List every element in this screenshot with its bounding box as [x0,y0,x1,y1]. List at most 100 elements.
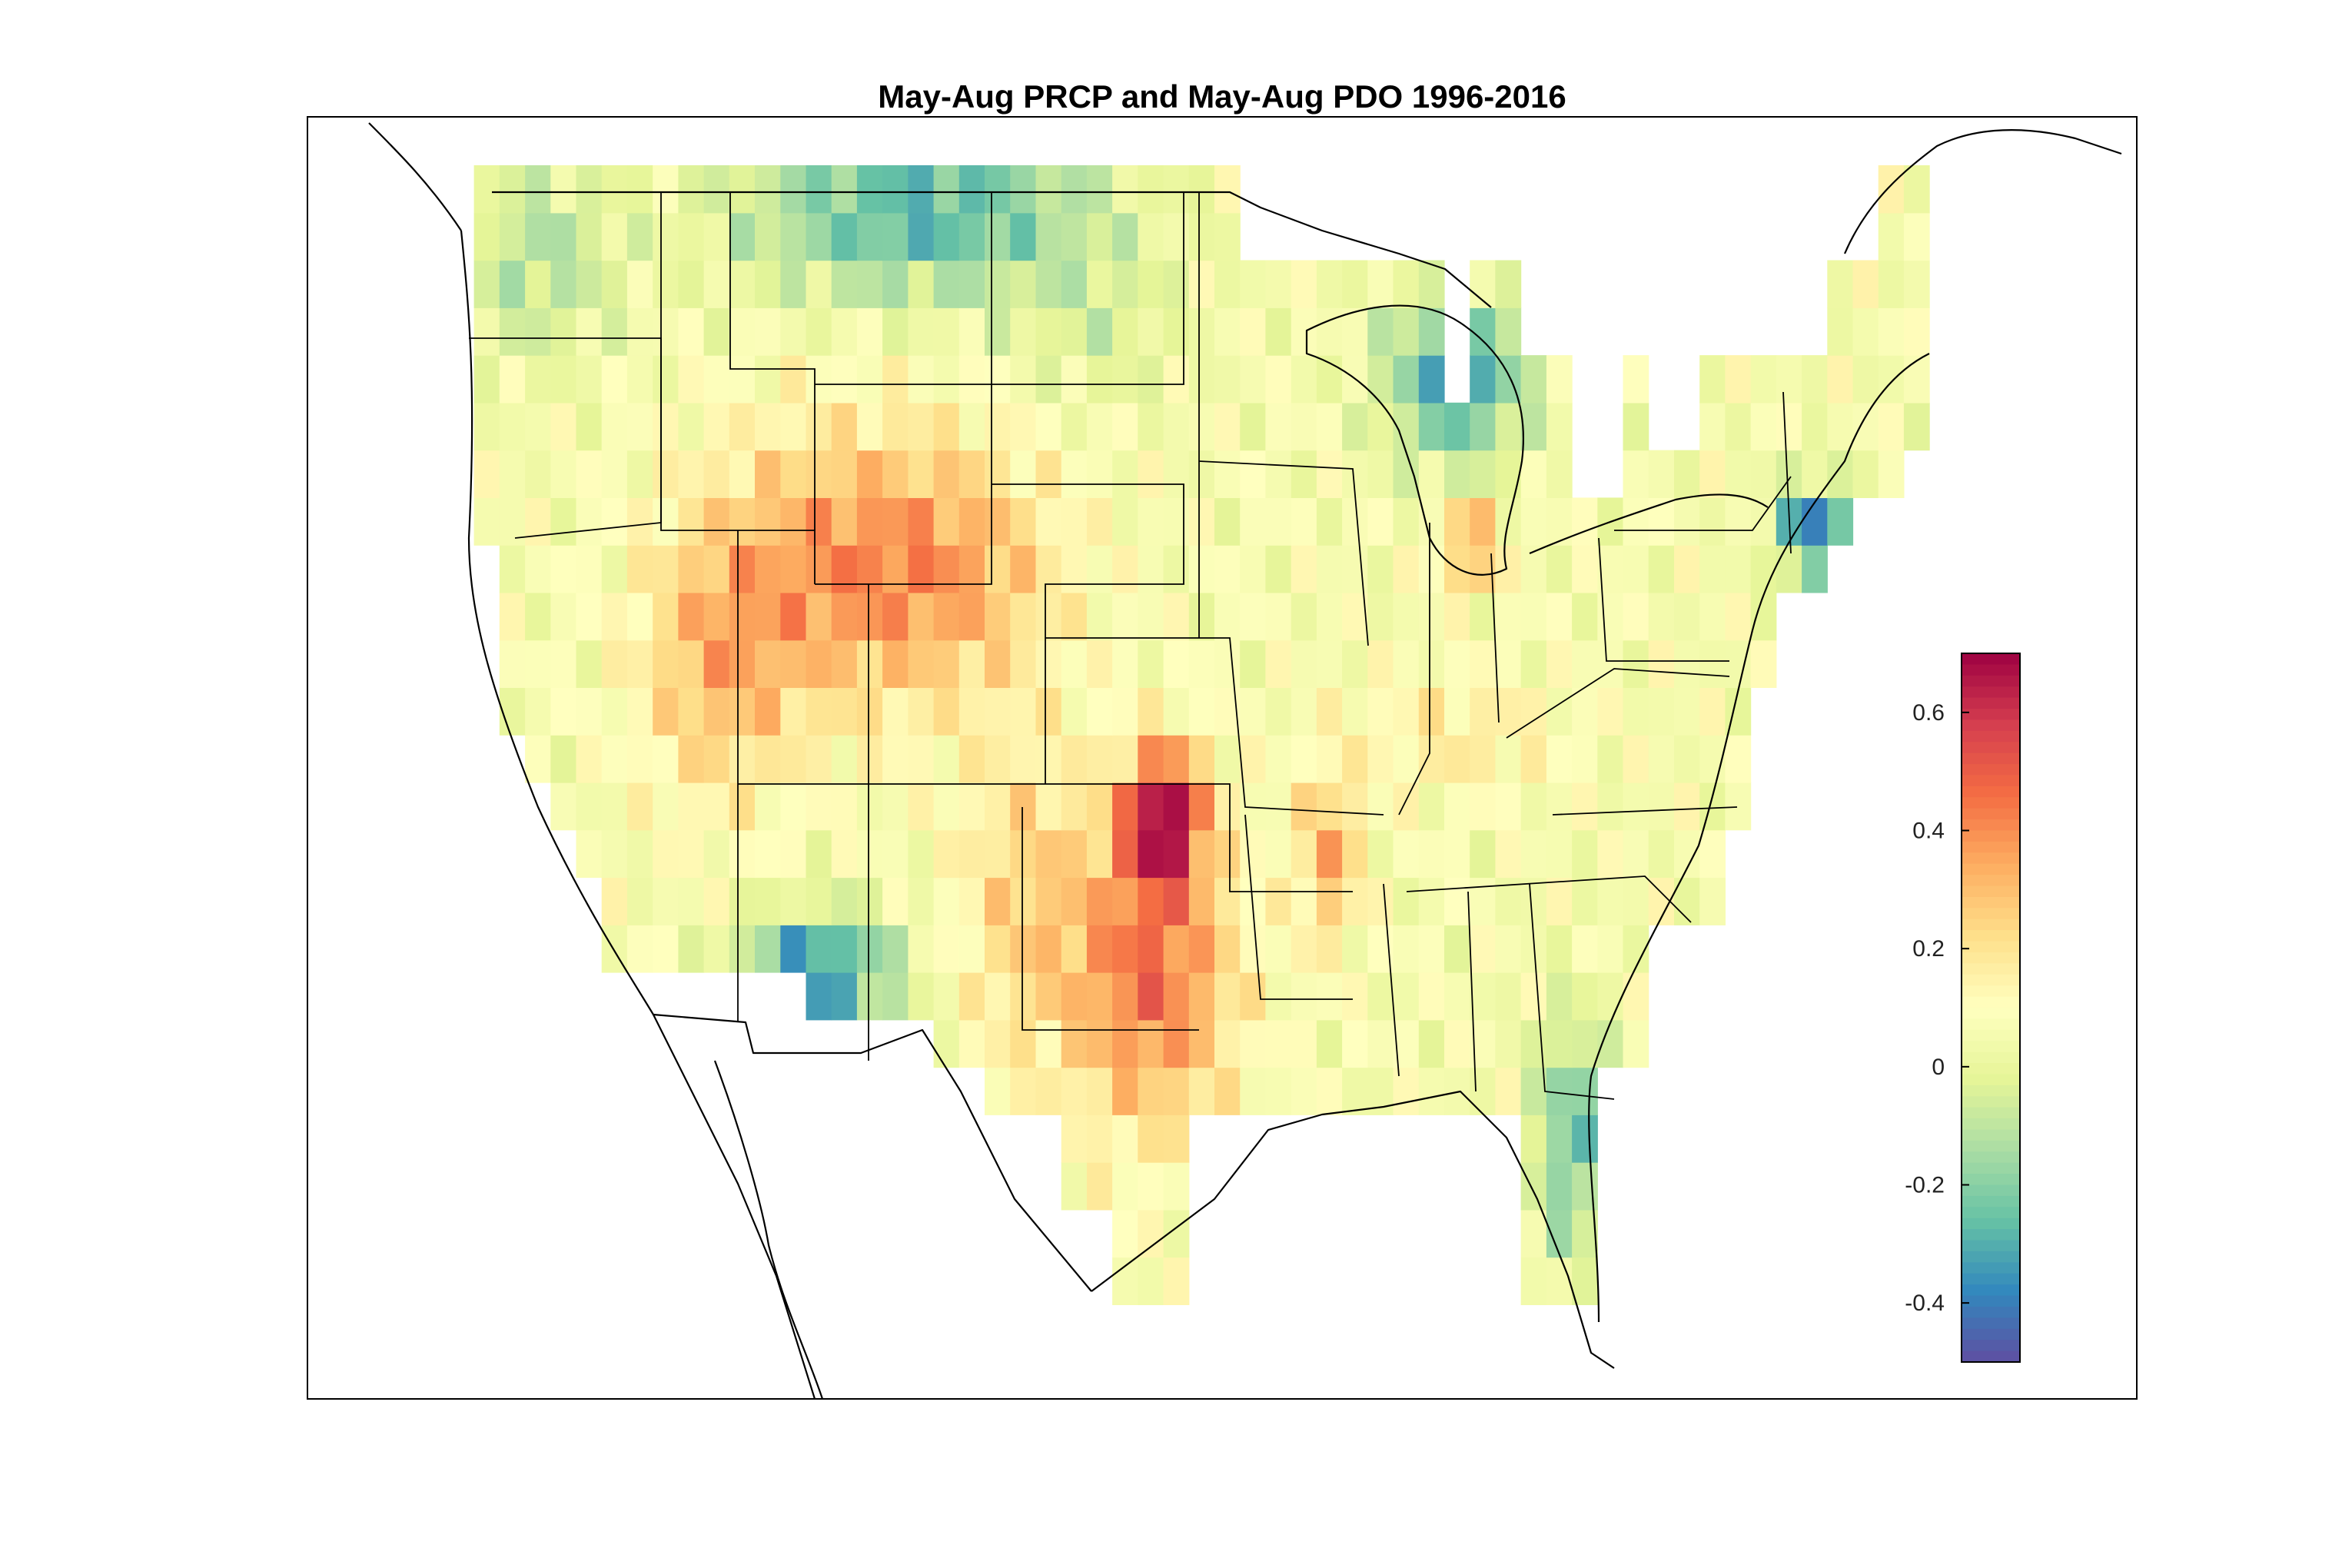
colorbar-tick-label: 0.6 [1912,700,1945,726]
heatmap-cell [1495,925,1522,973]
heatmap-cell [780,307,807,356]
heatmap-cell [1112,355,1138,404]
heatmap-cell [831,355,858,404]
heatmap-cell [1112,1162,1138,1211]
heatmap-cell [780,212,807,261]
heatmap-cell [653,545,679,593]
heatmap-cell [1546,1019,1573,1068]
heatmap-cell [1291,925,1317,973]
heatmap-cell [1903,402,1930,451]
heatmap-cell [1520,497,1547,546]
heatmap-cell [1112,829,1138,879]
heatmap-cell [755,639,781,688]
heatmap-cell [626,877,653,925]
heatmap-cell [1776,402,1802,451]
heatmap-cell [1291,545,1317,593]
heatmap-cell [933,687,960,736]
heatmap-cell [576,687,603,736]
heatmap-cell [1035,355,1062,404]
heatmap-cell [1112,1115,1138,1163]
heatmap-cell [1520,1162,1547,1211]
colorbar-tick-label: -0.2 [1905,1173,1945,1198]
heatmap-cell [576,355,603,404]
heatmap-cell [1750,639,1777,688]
heatmap-cell [1470,639,1496,688]
heatmap-cell [653,450,679,498]
colorbar-band [1962,1251,2020,1264]
heatmap-cell [1674,497,1700,546]
northeast-canada-coast [1843,129,2122,254]
heatmap-cell [1214,1019,1241,1068]
heatmap-cell [1240,260,1266,308]
heatmap-cell [831,735,858,783]
state-border-line [1782,391,1792,554]
heatmap-cell [1138,592,1164,641]
heatmap-cell [499,165,526,214]
heatmap-cell [550,497,577,546]
heatmap-cell [1214,307,1241,356]
heatmap-cell [626,782,653,831]
heatmap-cell [1035,877,1062,925]
heatmap-cell [1572,925,1598,973]
heatmap-cell [678,877,705,925]
heatmap-cell [1776,355,1802,404]
colorbar-band [1962,963,2020,975]
heatmap-cell [729,735,756,783]
heatmap-cell [703,212,730,261]
heatmap-cell [958,497,985,546]
heatmap-cell [678,829,705,879]
state-border-line [991,192,1184,385]
colorbar-band [1962,1306,2020,1319]
heatmap-cell [729,355,756,404]
heatmap-cell [856,355,883,404]
heatmap-cell [678,307,705,356]
heatmap-cell [1291,735,1317,783]
heatmap-cell [729,592,756,641]
heatmap-cell [1240,687,1266,736]
heatmap-cell [755,165,781,214]
heatmap-cell [882,639,909,688]
heatmap-cell [1367,1019,1394,1068]
heatmap-cell [1393,639,1420,688]
heatmap-cell [1138,545,1164,593]
heatmap-cell [1188,735,1215,783]
heatmap-cell [1470,877,1496,925]
heatmap-cell [1291,1067,1317,1115]
colorbar-band [1962,686,2020,699]
heatmap-cell [1112,497,1138,546]
heatmap-cell [1086,592,1113,641]
heatmap-cell [1240,307,1266,356]
heatmap-cell [985,972,1011,1021]
heatmap-cell [601,450,628,498]
heatmap-cell [1572,687,1598,736]
heatmap-cell [1163,735,1190,783]
heatmap-cell [473,307,500,356]
colorbar-band [1962,985,2020,998]
colorbar-band [1962,852,2020,865]
heatmap-cell [1444,829,1470,879]
heatmap-cell [831,307,858,356]
heatmap-cell [499,450,526,498]
heatmap-cell [856,165,883,214]
heatmap-cell [1240,402,1266,451]
heatmap-cell [1035,212,1062,261]
colorbar-band [1962,863,2020,876]
heatmap-cell [626,497,653,546]
heatmap-cell [601,355,628,404]
heatmap-cell [1265,925,1292,973]
heatmap-cell [1138,1162,1164,1211]
heatmap-grid [473,165,1930,1305]
heatmap-cell [1061,639,1088,688]
heatmap-cell [1674,687,1700,736]
heatmap-cell [1265,1067,1292,1115]
heatmap-cell [1520,687,1547,736]
heatmap-cell [1265,450,1292,498]
heatmap-cell [1035,497,1062,546]
heatmap-cell [1086,1162,1113,1211]
heatmap-cell [1648,592,1675,641]
colorbar-band [1962,675,2020,688]
heatmap-cell [678,545,705,593]
heatmap-cell [1393,972,1420,1021]
heatmap-cell [525,687,551,736]
heatmap-cell [1240,592,1266,641]
